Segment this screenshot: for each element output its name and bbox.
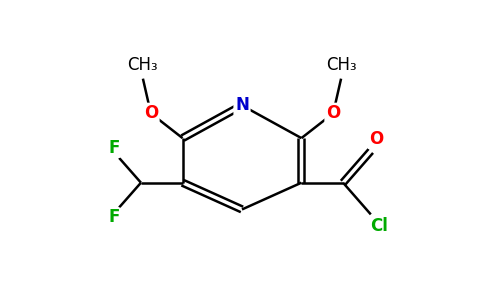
Text: O: O [144, 104, 158, 122]
Text: F: F [108, 208, 120, 226]
Text: F: F [108, 139, 120, 157]
Text: CH₃: CH₃ [128, 56, 158, 74]
Text: Cl: Cl [370, 217, 388, 235]
Text: O: O [369, 130, 383, 148]
Text: O: O [326, 104, 340, 122]
Text: CH₃: CH₃ [326, 56, 356, 74]
Text: N: N [235, 96, 249, 114]
